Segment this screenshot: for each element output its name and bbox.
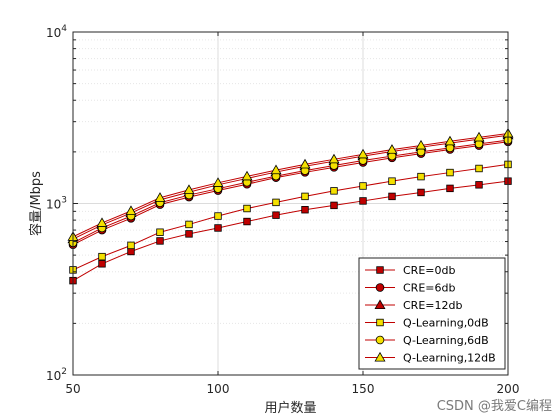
y-tick-label: 104 [46,24,67,40]
series-line [72,132,509,238]
x-tick-label: 50 [65,382,80,396]
data-point [388,177,396,185]
x-tick-label: 150 [352,382,375,396]
data-point [475,181,483,189]
watermark: CSDN @我爱C编程 [436,399,552,414]
legend-marker [374,351,386,362]
data-point [272,211,280,219]
y-axis-label: 容量/Mbps [28,171,44,236]
legend-item: CRE=0db [365,264,455,277]
data-point [415,139,427,150]
data-point [154,192,166,202]
legend-label: Q-Learning,0dB [403,317,489,330]
legend-item: CRE=12db [365,299,462,312]
legend-label: Q-Learning,6dB [403,334,489,347]
data-point [183,184,195,194]
legend-marker [375,283,385,292]
x-tick-label: 100 [207,382,230,396]
legend-marker [376,318,384,327]
legend-box [358,257,506,370]
data-point [243,217,251,226]
legend-item: Q-Learning,12dB [365,352,496,365]
x-tick-label: 200 [497,382,520,396]
data-point [301,206,309,214]
series-line [72,139,509,244]
data-point [185,220,193,229]
data-point [417,188,425,197]
legend-label: Q-Learning,12dB [403,352,496,365]
legend-label: CRE=6db [403,282,455,295]
data-point [127,241,135,250]
series-line [72,180,509,282]
data-point [185,230,193,238]
axis-ticks: 50 100 150 200 102 103 104 [46,24,519,396]
series-line [72,141,509,246]
data-point [212,177,224,187]
series-6 [67,127,514,241]
data-point [243,204,251,213]
data-point [446,184,454,193]
data-point [98,260,106,268]
data-point [328,153,340,164]
y-tick-label: 103 [46,196,67,212]
data-point [330,187,338,195]
series-line [72,163,509,271]
data-point [388,192,396,201]
data-point [270,164,282,175]
data-point [417,172,425,181]
data-point [299,158,311,169]
data-point [127,247,135,256]
series-line [72,134,509,240]
data-point [125,205,137,215]
legend: CRE=0db CRE=6db CRE=12db Q-Learning,0dB Q-Le… [358,257,506,370]
data-point [473,131,485,142]
data-point [156,228,164,236]
legend-label: CRE=0db [403,264,455,277]
data-point [301,192,309,201]
data-point [214,224,222,232]
data-point [214,212,222,220]
legend-marker [376,266,384,274]
data-point [444,135,456,146]
y-tick-label: 102 [46,367,67,383]
legend-item: Q-Learning,0dB [365,317,489,330]
legend-item: Q-Learning,6dB [365,334,489,347]
data-point [475,164,483,173]
data-point [359,182,367,190]
legend-marker [375,335,385,345]
legend-item: CRE=6db [365,282,455,295]
legend-label: CRE=12db [403,299,462,312]
data-point [386,144,398,154]
data-point [446,168,454,177]
x-axis-label: 用户数量 [264,400,316,416]
data-point [241,170,253,181]
data-point [359,197,367,205]
legend-marker [374,299,386,310]
data-point [357,148,369,159]
data-point [330,201,338,210]
data-point [96,217,108,227]
data-point [156,237,164,245]
data-point [98,252,106,261]
data-point [272,198,280,207]
